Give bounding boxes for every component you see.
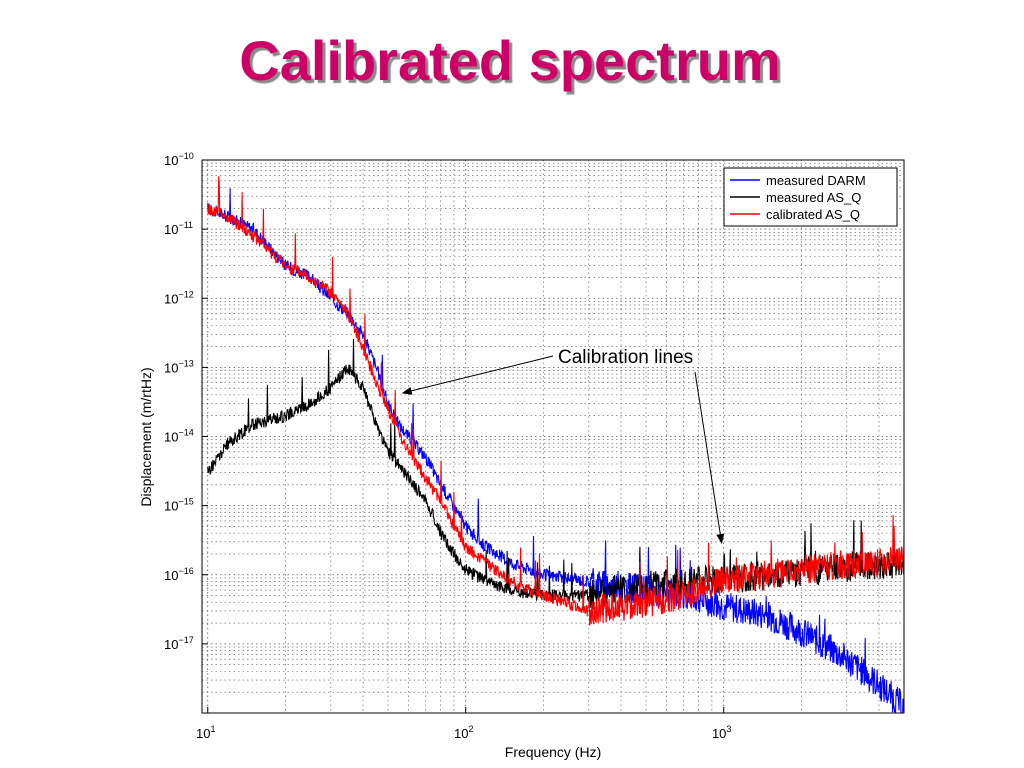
slide-title: Calibrated spectrum bbox=[239, 29, 781, 92]
y-tick-label: 10−17 bbox=[164, 635, 194, 652]
series-line-calibrated-as-q bbox=[207, 176, 904, 626]
x-axis-label: Frequency (Hz) bbox=[505, 744, 601, 760]
y-tick-label: 10−14 bbox=[164, 428, 194, 445]
annotation: Calibration lines bbox=[401, 347, 725, 544]
x-tick-label: 102 bbox=[454, 724, 473, 741]
annotation-arrow bbox=[401, 355, 554, 395]
legend: measured DARM measured AS_Q calibrated AS_… bbox=[723, 167, 898, 227]
y-tick-label: 10−15 bbox=[164, 497, 194, 514]
y-tick-label: 10−10 bbox=[164, 151, 194, 168]
y-tick-label: 10−11 bbox=[164, 220, 193, 237]
series-lines bbox=[207, 176, 904, 713]
legend-entry: measured DARM bbox=[766, 173, 866, 188]
x-tick-label: 101 bbox=[196, 724, 215, 741]
annotation-arrow bbox=[694, 371, 725, 544]
y-tick-label: 10−16 bbox=[164, 566, 194, 583]
legend-entry: calibrated AS_Q bbox=[766, 207, 860, 222]
annotation-label: Calibration lines bbox=[558, 347, 693, 368]
x-tick-label: 103 bbox=[712, 724, 731, 741]
legend-entry: measured AS_Q bbox=[766, 190, 861, 205]
series-line-measured-darm bbox=[207, 188, 904, 713]
axis-ticks: 101 102 103 10−10 10−11 10−12 10−13 10−14 10−15 1… bbox=[164, 151, 731, 741]
y-tick-label: 10−13 bbox=[164, 358, 194, 375]
y-axis-label: Displacement (m/rtHz) bbox=[138, 367, 154, 506]
y-tick-label: 10−12 bbox=[164, 289, 194, 306]
